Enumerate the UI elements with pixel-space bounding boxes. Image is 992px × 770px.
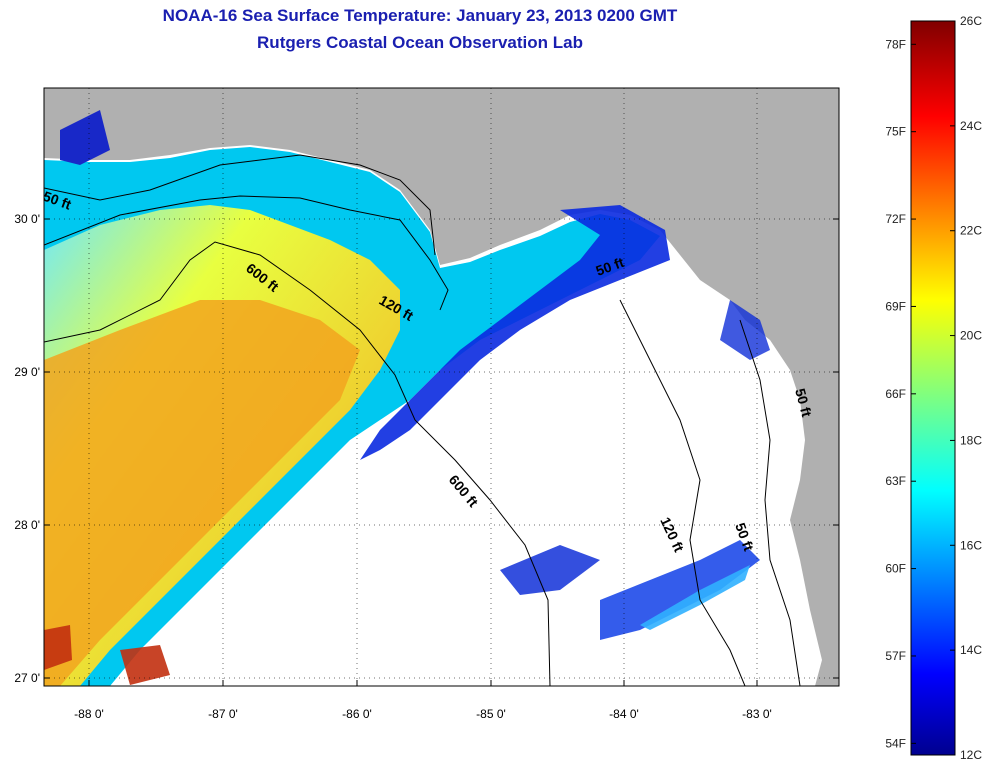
colorbar-fahrenheit-label: 66F — [885, 387, 906, 401]
colorbar-celsius-label: 14C — [960, 643, 982, 657]
colorbar-fahrenheit-label: 69F — [885, 299, 906, 313]
contour-label-50ft-coast-north: 50 ft — [792, 387, 815, 419]
colorbar-gradient — [910, 20, 956, 756]
map-plot-area: 50 ft 600 ft 120 ft 600 ft 50 ft 120 ft … — [44, 88, 839, 686]
colorbar-fahrenheit-label: 57F — [885, 649, 906, 663]
map-subtitle: Rutgers Coastal Ocean Observation Lab — [257, 33, 583, 52]
colorbar-celsius-label: 20C — [960, 329, 982, 343]
lon-label: -84 0' — [609, 707, 639, 721]
lat-label: 28 0' — [14, 518, 40, 532]
colorbar-fahrenheit-label: 63F — [885, 474, 906, 488]
colorbar-fahrenheit-label: 60F — [885, 562, 906, 576]
colorbar-celsius-label: 12C — [960, 748, 982, 762]
lat-label: 27 0' — [14, 671, 40, 685]
colorbar-celsius-label: 26C — [960, 14, 982, 28]
lat-label: 29 0' — [14, 365, 40, 379]
colorbar-fahrenheit-label: 72F — [885, 212, 906, 226]
colorbar-celsius-label: 24C — [960, 119, 982, 133]
map-frame — [43, 87, 840, 687]
colorbar-celsius-label: 18C — [960, 433, 982, 447]
map-title: NOAA-16 Sea Surface Temperature: January… — [162, 6, 678, 25]
colorbar: 26C 24C 22C 20C 18C 16C 14C 12C 78F 75F 72F 69F 66F… — [885, 14, 982, 762]
colorbar-fahrenheit-label: 78F — [885, 37, 906, 51]
depth-contours — [44, 154, 801, 686]
colorbar-fahrenheit-label: 75F — [885, 125, 906, 139]
colorbar-fahrenheit-label: 54F — [885, 736, 906, 750]
lat-label: 30 0' — [14, 212, 40, 226]
axis-ticks — [44, 218, 839, 686]
colorbar-celsius-label: 16C — [960, 538, 982, 552]
lon-label: -86 0' — [342, 707, 372, 721]
lon-label: -83 0' — [742, 707, 772, 721]
lon-label: -88 0' — [74, 707, 104, 721]
lon-label: -87 0' — [208, 707, 238, 721]
land-mass — [44, 88, 839, 686]
lon-label: -85 0' — [476, 707, 506, 721]
colorbar-celsius-label: 22C — [960, 224, 982, 238]
